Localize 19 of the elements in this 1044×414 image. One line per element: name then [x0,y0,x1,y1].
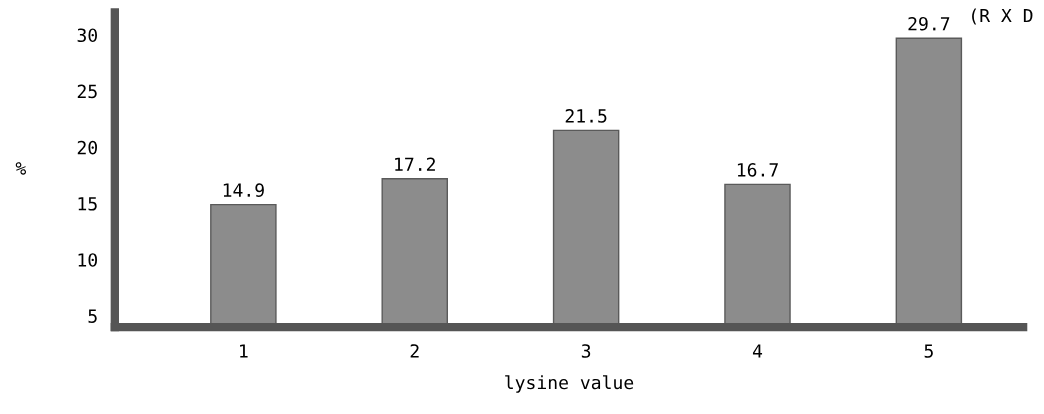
data-label: 21.5 [565,109,607,123]
y-tick-label: 15 [78,197,97,211]
y-tick-label: 10 [78,253,97,267]
y-tick-label: 5 [88,309,97,323]
y-tick-label: 25 [77,84,97,99]
x-tick-label: 2 [410,344,419,358]
x-tick-label: 5 [924,344,933,358]
data-label: 14.9 [223,183,264,197]
x-tick-label: 1 [240,344,248,358]
data-label: 17.2 [395,157,435,171]
annotation: (R X D [972,8,1033,25]
y-tick-label: 20 [77,140,97,155]
data-label: 16.7 [737,163,778,177]
x-tick-label: 3 [581,344,591,358]
data-label: 29.7 [908,16,950,31]
x-tick-label: 4 [752,344,763,358]
y-axis-title: % [15,162,27,175]
x-axis-title: lysine value [505,375,634,393]
y-tick-label: 30 [77,28,97,43]
